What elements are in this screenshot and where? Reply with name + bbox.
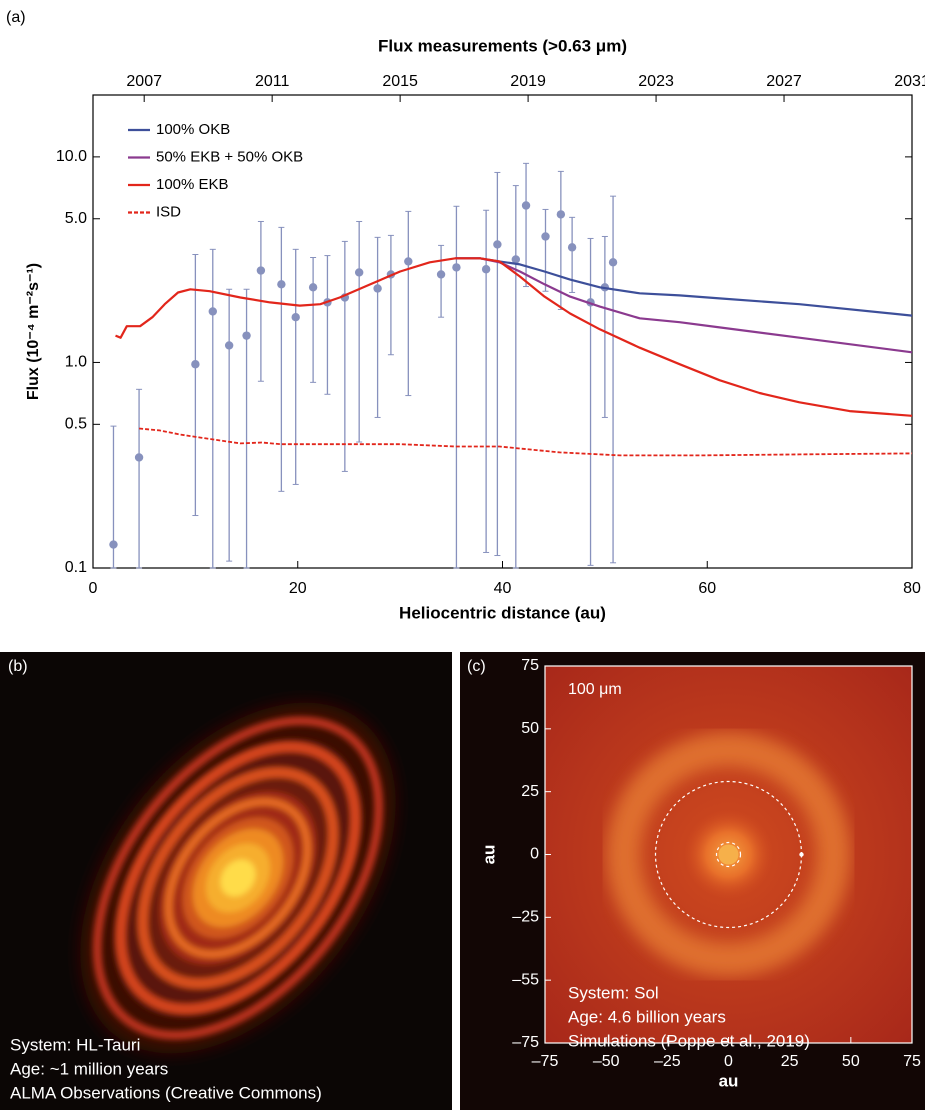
x2-tick-label: 2015 (382, 73, 418, 90)
series-line (455, 257, 913, 354)
x2-tick-label: 2011 (255, 73, 290, 90)
y-tick-label: 5.0 (65, 210, 87, 227)
caption-line: System: Sol (568, 983, 659, 1002)
y-tick-label: –25 (512, 909, 539, 926)
legend-label: ISD (156, 203, 181, 220)
x-tick-label: –50 (593, 1053, 620, 1070)
x-tick-label: 0 (724, 1053, 733, 1070)
dust-ring (606, 732, 851, 977)
data-point (481, 265, 491, 274)
y-axis-label: au (479, 845, 498, 865)
x-tick-label: 0 (89, 580, 98, 597)
x-tick-label: 25 (781, 1053, 799, 1070)
series-line (139, 427, 913, 457)
data-point (436, 270, 446, 279)
data-point (511, 255, 521, 264)
x2-tick-label: 2023 (638, 73, 674, 90)
data-point (191, 360, 200, 369)
data-point (541, 232, 550, 241)
data-point (208, 307, 217, 316)
y-axis-label: Flux (10⁻⁴ m⁻²s⁻¹) (25, 263, 42, 400)
image-panel: (c) 100 μm –75 –50 –25 0 25 50 75 –75 –55 –25 0 25 50 7… (467, 657, 921, 1090)
data-point (224, 341, 234, 350)
x2-tick-label: 2019 (510, 73, 546, 90)
data-point (308, 283, 318, 292)
x-tick-label: 60 (698, 580, 716, 597)
panel-label: (b) (8, 658, 28, 675)
annotation: 100 μm (568, 681, 622, 698)
data-point (567, 243, 577, 252)
data-point (242, 331, 251, 340)
y-tick-label: 75 (521, 657, 539, 674)
y-tick-label: 0.5 (65, 416, 87, 433)
caption-line: ALMA Observations (Creative Commons) (10, 1083, 322, 1102)
data-point (291, 312, 300, 322)
inner-orbit-circle (715, 841, 742, 868)
data-point (354, 268, 364, 277)
core (718, 844, 739, 865)
y-tick-label: 0.1 (65, 559, 87, 576)
x2-tick-label: 2031 (894, 73, 925, 90)
caption-line: Age: ~1 million years (10, 1059, 168, 1078)
legend-label: 100% OKB (156, 121, 230, 138)
data-point (608, 258, 618, 267)
x-tick-label: 75 (903, 1053, 921, 1070)
y-tick-label: –55 (512, 971, 539, 988)
x-tick-label: –25 (654, 1053, 681, 1070)
y-tick-label: 10.0 (56, 148, 87, 165)
y-tick-label: 1.0 (65, 354, 87, 371)
chart-title: Flux measurements (>0.63 μm) (378, 36, 627, 55)
legend-label: 50% EKB + 50% OKB (156, 148, 303, 165)
legend-label: 100% EKB (156, 176, 229, 193)
x-axis-label: Heliocentric distance (au) (399, 603, 606, 622)
data-point (373, 284, 382, 293)
y-tick-label: 50 (521, 720, 539, 737)
data-point (134, 453, 144, 462)
x-tick-label: 80 (903, 580, 921, 597)
planet-marker (799, 852, 804, 857)
y-tick-label: 25 (521, 783, 539, 800)
caption-line: System: HL-Tauri (10, 1035, 140, 1054)
data-point (404, 257, 413, 266)
x-tick-label: 40 (494, 580, 512, 597)
x-tick-label: –75 (532, 1053, 559, 1070)
data-point (493, 240, 502, 249)
data-point (277, 280, 286, 289)
data-point (521, 201, 531, 210)
hl-tauri-image (80, 702, 396, 1054)
data-point (556, 210, 566, 219)
data-point (452, 263, 461, 272)
flux-chart: (a) Flux measurements (>0.63 μm) Heliocent… (6, 9, 925, 622)
x-axis-label: au (719, 1071, 739, 1090)
data-point (256, 266, 266, 275)
x2-tick-label: 2027 (766, 73, 802, 90)
data-point (109, 540, 118, 549)
panel-label: (a) (6, 9, 26, 26)
y-tick-label: –75 (512, 1034, 539, 1051)
caption-line: Simulations (Poppe et al., 2019) (568, 1031, 810, 1050)
caption-line: Age: 4.6 billion years (568, 1007, 726, 1026)
x2-tick-label: 2007 (126, 73, 162, 90)
x-tick-label: 50 (842, 1053, 860, 1070)
plot-frame (92, 94, 913, 569)
image-panel: (b) System: HL-Tauri Age: ~1 million years… (8, 658, 322, 1102)
panel-label: (c) (467, 658, 486, 675)
y-tick-label: 0 (530, 846, 539, 863)
x-tick-label: 20 (289, 580, 307, 597)
series-line (115, 257, 913, 417)
